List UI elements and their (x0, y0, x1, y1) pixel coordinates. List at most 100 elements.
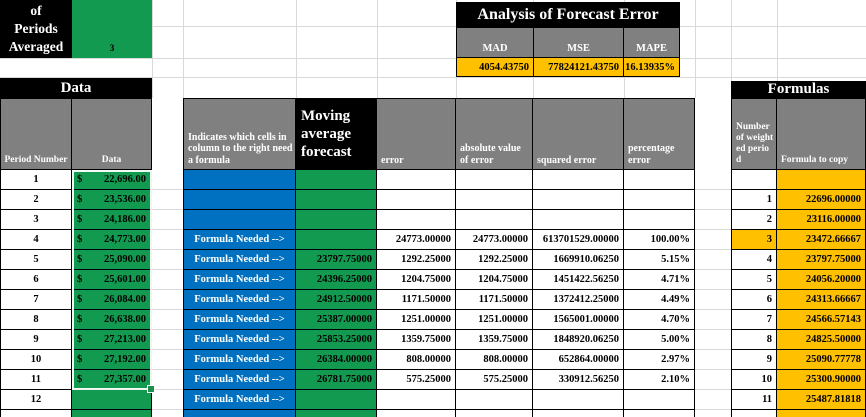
period-number-header[interactable]: Period Number (0, 98, 72, 170)
cell-percentage-error[interactable]: 2.97% (624, 350, 695, 370)
cell-moving-average-forecast[interactable]: 25387.00000 (296, 310, 377, 330)
cell-moving-average-forecast[interactable] (296, 390, 377, 410)
cell-moving-average-forecast[interactable]: 26781.75000 (296, 370, 377, 390)
cell-absolute-error[interactable]: 808.00000 (456, 350, 533, 370)
data-section-title[interactable]: Data (0, 78, 152, 98)
cell-error[interactable] (377, 210, 456, 230)
periods-averaged-value-cell[interactable]: 3 (72, 0, 152, 58)
cell-error[interactable]: 1204.75000 (377, 270, 456, 290)
cell-percentage-error[interactable]: 4.70% (624, 310, 695, 330)
cell-formula-to-copy[interactable]: 24825.50000 (777, 330, 866, 350)
cell-error[interactable] (377, 190, 456, 210)
cell-moving-average-forecast[interactable] (296, 410, 377, 417)
cell-weighted-period-number[interactable]: 4 (731, 250, 777, 270)
cell-absolute-error[interactable] (456, 210, 533, 230)
cell-period-number[interactable]: 7 (0, 290, 72, 310)
cell-absolute-error[interactable] (456, 390, 533, 410)
cell-weighted-period-number[interactable] (731, 410, 777, 417)
cell-moving-average-forecast[interactable]: 25853.25000 (296, 330, 377, 350)
cell-absolute-error[interactable]: 1171.50000 (456, 290, 533, 310)
cell-weighted-period-number[interactable]: 6 (731, 290, 777, 310)
cell-formula-to-copy[interactable]: 22696.00000 (777, 190, 866, 210)
cell-error[interactable]: 24773.00000 (377, 230, 456, 250)
cell-period-number[interactable] (0, 410, 72, 417)
cell-percentage-error[interactable]: 4.71% (624, 270, 695, 290)
cell-squared-error[interactable] (533, 210, 624, 230)
cell-absolute-error[interactable] (456, 410, 533, 417)
moving-average-forecast-header[interactable]: Moving average forecast (296, 98, 377, 170)
percentage-error-header[interactable]: percentage error (624, 98, 695, 170)
cell-data-value[interactable]: $26,084.00 (72, 290, 152, 310)
mape-value[interactable]: 16.13935% (624, 58, 680, 77)
cell-data-value[interactable]: $25,090.00 (72, 250, 152, 270)
cell-error[interactable]: 1251.00000 (377, 310, 456, 330)
cell-formula-indicator[interactable]: Formula Needed --> (183, 230, 296, 250)
cell-data-value[interactable]: $25,601.00 (72, 270, 152, 290)
cell-formula-to-copy[interactable]: 23116.00000 (777, 210, 866, 230)
cell-percentage-error[interactable] (624, 190, 695, 210)
cell-percentage-error[interactable] (624, 390, 695, 410)
cell-absolute-error[interactable] (456, 170, 533, 190)
cell-error[interactable]: 808.00000 (377, 350, 456, 370)
cell-data-value[interactable]: $24,773.00 (72, 230, 152, 250)
cell-absolute-error[interactable]: 575.25000 (456, 370, 533, 390)
cell-formula-to-copy[interactable]: 23797.75000 (777, 250, 866, 270)
cell-data-value[interactable]: $27,213.00 (72, 330, 152, 350)
cell-moving-average-forecast[interactable] (296, 190, 377, 210)
mad-value[interactable]: 4054.43750 (456, 58, 534, 77)
analysis-title[interactable]: Analysis of Forecast Error (456, 2, 680, 27)
cell-error[interactable] (377, 170, 456, 190)
cell-data-value[interactable]: $27,357.00 (72, 370, 152, 390)
cell-squared-error[interactable]: 1565001.00000 (533, 310, 624, 330)
cell-squared-error[interactable]: 1372412.25000 (533, 290, 624, 310)
cell-formula-indicator[interactable]: Formula Needed --> (183, 270, 296, 290)
cell-percentage-error[interactable]: 4.49% (624, 290, 695, 310)
cell-formula-to-copy[interactable] (777, 170, 866, 190)
mad-header[interactable]: MAD (456, 27, 534, 58)
cell-data-value[interactable] (72, 390, 152, 410)
cell-weighted-period-number[interactable]: 8 (731, 330, 777, 350)
cell-absolute-error[interactable]: 24773.00000 (456, 230, 533, 250)
cell-absolute-error[interactable]: 1251.00000 (456, 310, 533, 330)
cell-weighted-period-number[interactable]: 11 (731, 390, 777, 410)
cell-period-number[interactable]: 10 (0, 350, 72, 370)
error-header[interactable]: error (377, 98, 456, 170)
cell-data-value[interactable]: $26,638.00 (72, 310, 152, 330)
cell-weighted-period-number[interactable]: 7 (731, 310, 777, 330)
cell-formula-to-copy[interactable]: 24313.66667 (777, 290, 866, 310)
mape-header[interactable]: MAPE (624, 27, 680, 58)
cell-percentage-error[interactable]: 2.10% (624, 370, 695, 390)
cell-error[interactable]: 575.25000 (377, 370, 456, 390)
cell-formula-indicator[interactable]: Formula Needed --> (183, 290, 296, 310)
cell-weighted-period-number[interactable]: 5 (731, 270, 777, 290)
absolute-error-header[interactable]: absolute value of error (456, 98, 533, 170)
cell-error[interactable]: 1292.25000 (377, 250, 456, 270)
cell-moving-average-forecast[interactable]: 24912.50000 (296, 290, 377, 310)
cell-error[interactable] (377, 390, 456, 410)
cell-formula-indicator[interactable]: Formula Needed --> (183, 350, 296, 370)
cell-period-number[interactable]: 6 (0, 270, 72, 290)
cell-squared-error[interactable]: 652864.00000 (533, 350, 624, 370)
mse-value[interactable]: 77824121.43750 (534, 58, 624, 77)
cell-data-value[interactable]: $23,536.00 (72, 190, 152, 210)
cell-period-number[interactable]: 5 (0, 250, 72, 270)
cell-formula-to-copy[interactable]: 24566.57143 (777, 310, 866, 330)
cell-squared-error[interactable]: 613701529.00000 (533, 230, 624, 250)
cell-period-number[interactable]: 11 (0, 370, 72, 390)
cell-absolute-error[interactable]: 1204.75000 (456, 270, 533, 290)
cell-squared-error[interactable]: 330912.56250 (533, 370, 624, 390)
cell-percentage-error[interactable]: 5.15% (624, 250, 695, 270)
cell-moving-average-forecast[interactable]: 24396.25000 (296, 270, 377, 290)
cell-period-number[interactable]: 12 (0, 390, 72, 410)
cell-period-number[interactable]: 2 (0, 190, 72, 210)
cell-moving-average-forecast[interactable]: 23797.75000 (296, 250, 377, 270)
cell-period-number[interactable]: 1 (0, 170, 72, 190)
cell-formula-to-copy[interactable]: 25487.81818 (777, 390, 866, 410)
cell-period-number[interactable]: 3 (0, 210, 72, 230)
cell-percentage-error[interactable]: 100.00% (624, 230, 695, 250)
cell-squared-error[interactable] (533, 170, 624, 190)
cell-period-number[interactable]: 9 (0, 330, 72, 350)
cell-formula-indicator[interactable]: Formula Needed --> (183, 390, 296, 410)
formula-to-copy-header[interactable]: Formula to copy (777, 98, 866, 170)
cell-data-value[interactable]: $24,186.00 (72, 210, 152, 230)
